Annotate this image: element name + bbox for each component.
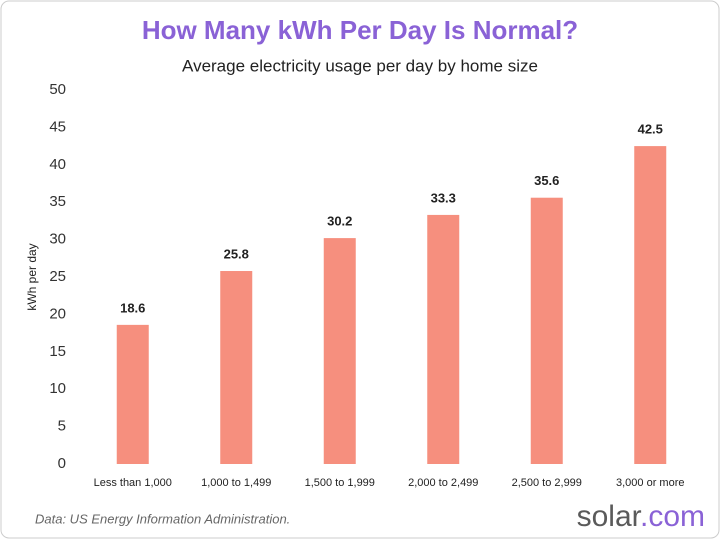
source-note: Data: US Energy Information Administrati…	[35, 511, 290, 526]
chart-title: How Many kWh Per Day Is Normal?	[142, 15, 578, 45]
bar	[530, 197, 563, 464]
y-tick-label: 0	[58, 455, 66, 472]
bar	[323, 238, 356, 464]
logo: solar.com	[577, 500, 705, 533]
bar	[427, 214, 460, 464]
y-tick-label: 40	[49, 156, 66, 173]
value-label: 35.6	[534, 173, 559, 188]
x-tick-label: 3,000 or more	[616, 477, 684, 489]
bar	[634, 146, 667, 464]
y-tick-label: 10	[49, 380, 66, 397]
y-tick-label: 15	[49, 343, 66, 360]
logo-text: solar	[577, 500, 642, 533]
value-label: 30.2	[327, 214, 352, 229]
y-axis-label: kWh per day	[25, 243, 39, 310]
value-label: 18.6	[120, 300, 145, 315]
y-tick-label: 5	[58, 418, 66, 435]
y-tick-label: 35	[49, 193, 66, 210]
y-tick-label: 50	[49, 81, 66, 98]
value-label: 33.3	[431, 190, 456, 205]
x-tick-label: Less than 1,000	[94, 477, 172, 489]
x-tick-label: 1,000 to 1,499	[201, 477, 271, 489]
bar	[116, 324, 149, 464]
logo-suffix: .com	[640, 500, 705, 533]
x-tick-label: 2,000 to 2,499	[408, 477, 478, 489]
y-tick-label: 30	[49, 231, 66, 248]
y-tick-label: 25	[49, 268, 66, 285]
bar	[220, 271, 253, 464]
y-tick-label: 45	[49, 118, 66, 135]
x-tick-label: 1,500 to 1,999	[305, 477, 375, 489]
value-label: 42.5	[638, 122, 663, 137]
value-label: 25.8	[224, 246, 249, 261]
x-tick-label: 2,500 to 2,999	[512, 477, 582, 489]
y-tick-label: 20	[49, 305, 66, 322]
chart-subtitle: Average electricity usage per day by hom…	[182, 56, 538, 75]
